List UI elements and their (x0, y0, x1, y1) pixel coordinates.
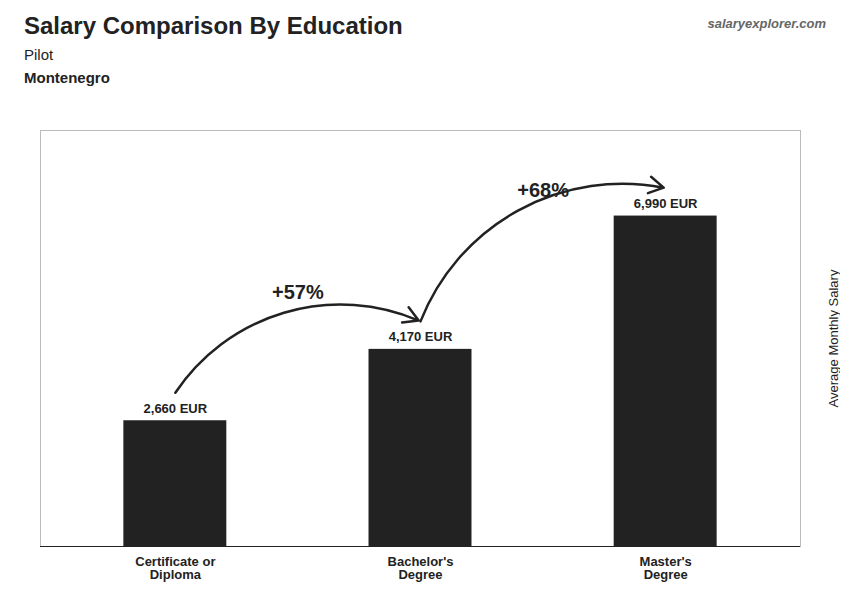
svg-text:Master'sDegree: Master'sDegree (640, 554, 692, 582)
svg-text:Average Monthly Salary: Average Monthly Salary (826, 269, 841, 407)
html-text:Pilot: Pilot (24, 46, 54, 63)
svg-text:4,170 EUR: 4,170 EUR (389, 329, 453, 344)
svg-text:2,660 EUR: 2,660 EUR (144, 401, 208, 416)
html-text:salaryexplorer.com: salaryexplorer.com (707, 16, 826, 31)
svg-text:Certificate orDiploma: Certificate orDiploma (135, 554, 215, 582)
svg-text:+68%: +68% (517, 179, 569, 201)
svg-text:6,990 EUR: 6,990 EUR (634, 196, 698, 211)
html-text:Salary Comparison By Education: Salary Comparison By Education (24, 12, 403, 39)
html-text:Montenegro: Montenegro (24, 69, 110, 86)
svg-text:+57%: +57% (272, 281, 324, 303)
svg-text:Bachelor'sDegree: Bachelor'sDegree (388, 554, 454, 582)
